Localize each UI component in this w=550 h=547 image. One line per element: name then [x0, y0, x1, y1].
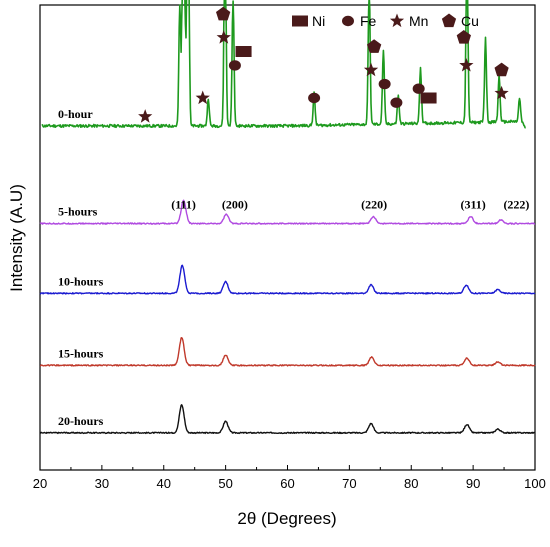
series-line-10-hours: [39, 264, 536, 295]
x-tick-label: 70: [342, 476, 356, 491]
ni-square-marker: [420, 92, 437, 104]
fe-circle-marker: [390, 97, 403, 108]
x-tick-label: 100: [524, 476, 546, 491]
ni-square-marker: [235, 46, 252, 57]
mn-star-marker: [195, 90, 210, 105]
plot-frame: [39, 4, 536, 471]
x-tick-label: 40: [157, 476, 171, 491]
cu-pentagon-marker: [494, 62, 509, 77]
series-label: 10-hours: [58, 274, 104, 288]
fe-circle-marker: [378, 78, 391, 90]
series-line-0-hour: [41, 0, 526, 129]
marker-group: [138, 6, 509, 123]
series-label: 15-hours: [58, 346, 104, 360]
label-group: 0-hour 5-hours 10-hours 15-hours 20-hours (11…: [58, 107, 529, 428]
cu-pentagon-marker: [456, 30, 471, 44]
x-tick-label: 80: [404, 476, 418, 491]
x-tick-label: 30: [95, 476, 109, 491]
fe-circle-marker: [308, 92, 321, 104]
x-tick-label: 90: [466, 476, 480, 491]
hkl-label: (311): [460, 198, 485, 212]
mn-star-marker: [494, 85, 509, 100]
series-group: [39, 0, 536, 435]
mn-star-marker: [459, 57, 474, 72]
series-line-15-hours: [39, 337, 536, 367]
x-tick-label: 50: [218, 476, 232, 491]
fe-circle-marker: [228, 60, 241, 71]
y-axis-title: Intensity (A.U): [7, 184, 26, 292]
mn-star-marker: [216, 30, 231, 44]
hkl-label: (222): [503, 198, 529, 212]
series-label: 0-hour: [58, 107, 93, 121]
series-line-5-hours: [39, 199, 536, 225]
x-axis-ticks: 20 30 40 50 60 70 80 90 100: [33, 465, 546, 491]
legend-pentagon-icon: [441, 13, 457, 28]
x-tick-label: 60: [280, 476, 294, 491]
legend-label: Ni: [312, 13, 325, 29]
legend-label: Cu: [461, 13, 479, 29]
mn-star-marker: [138, 109, 153, 123]
legend-star-icon: [389, 13, 405, 28]
series-label: 5-hours: [58, 205, 98, 219]
mn-star-marker: [363, 62, 379, 77]
legend-circle-icon: [342, 15, 354, 27]
series-line-20-hours: [39, 404, 536, 435]
hkl-label: (220): [361, 198, 387, 212]
hkl-label: (111): [171, 198, 196, 212]
legend-label: Mn: [409, 13, 428, 29]
cu-pentagon-marker: [216, 6, 231, 21]
x-axis-title: 2θ (Degrees): [237, 509, 336, 528]
legend-square-icon: [292, 15, 308, 27]
legend-label: Fe: [360, 13, 377, 29]
legend: Ni Fe Mn Cu: [292, 13, 479, 29]
x-tick-label: 20: [33, 476, 47, 491]
cu-pentagon-marker: [367, 39, 382, 53]
fe-circle-marker: [412, 83, 425, 94]
hkl-label: (200): [222, 198, 248, 212]
series-label: 20-hours: [58, 414, 104, 428]
